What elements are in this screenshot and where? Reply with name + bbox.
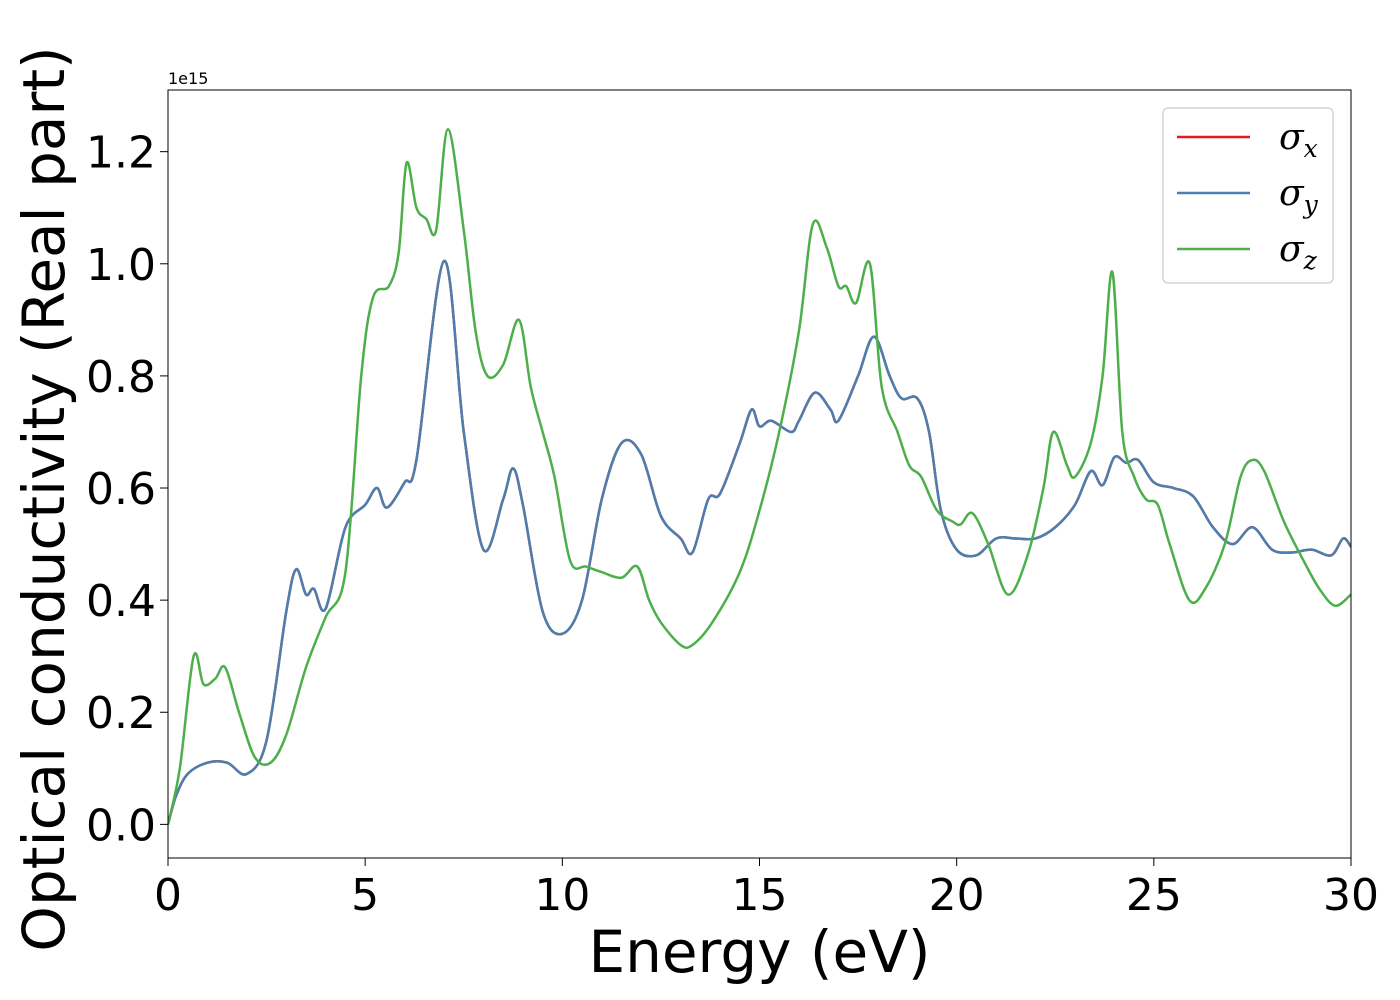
legend-symbol: σ — [1279, 229, 1305, 270]
y-axis-offset-label: 1e15 — [168, 69, 208, 88]
legend-label-x: σx — [1279, 117, 1318, 163]
x-tick-label: 30 — [1323, 870, 1379, 921]
y-tick-label: 0.4 — [86, 576, 156, 627]
x-axis-ticks: 0 5 10 15 20 25 30 — [154, 858, 1379, 921]
y-axis-label: Optical conductivity (Real part) — [10, 46, 78, 951]
legend-box — [1162, 107, 1334, 284]
y-tick-label: 0.8 — [86, 352, 156, 403]
y-tick-label: 0.2 — [86, 688, 156, 739]
y-tick-label: 0.6 — [86, 464, 156, 515]
y-tick-label: 0.0 — [86, 800, 156, 851]
y-tick-label: 1.2 — [86, 128, 156, 179]
series-line-x — [168, 259, 1351, 825]
legend-symbol: σ — [1279, 173, 1305, 214]
legend-subscript: z — [1303, 246, 1318, 275]
legend-subscript: x — [1304, 134, 1318, 163]
legend-label-y: σy — [1279, 173, 1319, 219]
legend-subscript: y — [1303, 190, 1319, 219]
x-tick-label: 10 — [534, 870, 590, 921]
legend-label-z: σz — [1279, 229, 1318, 275]
x-tick-label: 0 — [154, 870, 182, 921]
x-tick-label: 25 — [1126, 870, 1182, 921]
series-line-y — [168, 259, 1351, 825]
series-lines — [168, 127, 1351, 825]
y-axis-ticks: 0.0 0.2 0.4 0.6 0.8 1.0 1.2 — [86, 128, 168, 851]
x-tick-label: 15 — [732, 870, 788, 921]
legend-symbol: σ — [1279, 117, 1305, 158]
x-axis-label: Energy (eV) — [588, 918, 930, 986]
series-line-z — [168, 127, 1351, 825]
y-tick-label: 1.0 — [86, 240, 156, 291]
x-tick-label: 20 — [929, 870, 985, 921]
x-tick-label: 5 — [351, 870, 379, 921]
